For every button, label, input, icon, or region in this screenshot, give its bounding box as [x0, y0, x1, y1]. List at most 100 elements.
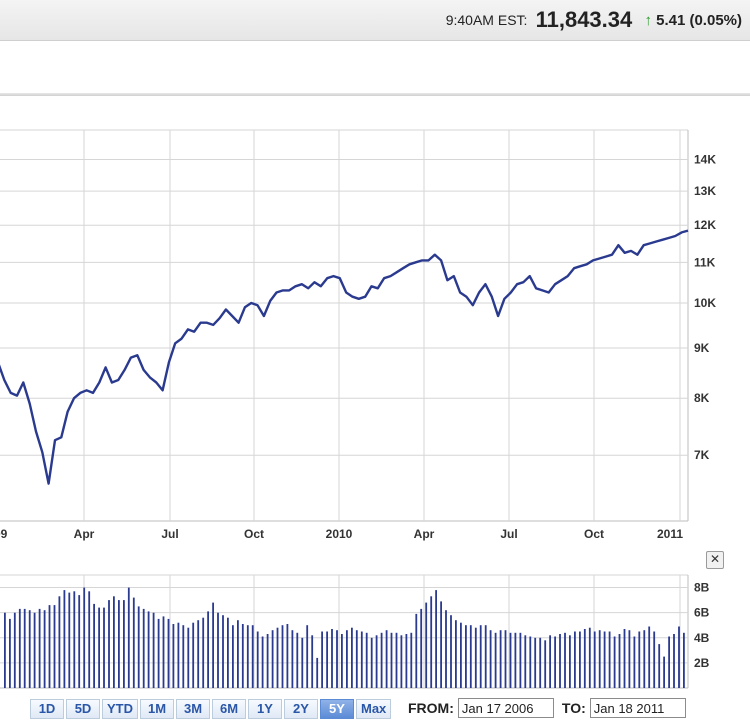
volume-bar	[469, 625, 472, 688]
volume-bar	[246, 625, 249, 688]
volume-bar	[583, 629, 586, 688]
volume-bar	[608, 631, 611, 688]
range-button-3m[interactable]: 3M	[176, 699, 210, 719]
volume-bar	[291, 630, 294, 688]
volume-bar	[351, 627, 353, 688]
range-button-6m[interactable]: 6M	[212, 699, 246, 719]
x-tick-label: Apr	[414, 527, 435, 541]
volume-bar	[633, 636, 636, 688]
volume-bar	[529, 636, 532, 688]
volume-bar	[668, 636, 670, 688]
y-tick-label: 14K	[694, 152, 716, 166]
volume-bar	[425, 602, 428, 688]
volume-bar	[346, 630, 348, 688]
volume-bar	[147, 611, 150, 688]
range-button-1y[interactable]: 1Y	[248, 699, 282, 719]
x-tick-label: Jul	[161, 527, 178, 541]
volume-bar	[375, 635, 378, 688]
volume-bar	[445, 610, 447, 688]
volume-bar	[232, 625, 234, 688]
volume-bar	[28, 610, 31, 688]
volume-bar	[38, 608, 41, 688]
y-tick-label: 8K	[694, 391, 710, 405]
y-tick-label: 9K	[694, 341, 710, 355]
up-arrow-icon: ↑	[644, 12, 652, 29]
volume-tick-label: 6B	[694, 606, 710, 620]
volume-bar	[598, 630, 601, 688]
volume-bar	[355, 630, 358, 688]
from-date-input[interactable]	[457, 698, 554, 718]
range-button-1m[interactable]: 1M	[140, 699, 174, 719]
range-button-5y[interactable]: 5Y	[320, 699, 354, 719]
volume-bar	[33, 612, 36, 688]
range-button-max[interactable]: Max	[356, 699, 392, 719]
volume-bar	[683, 632, 685, 688]
volume-bar	[554, 636, 556, 688]
volume-bar	[514, 632, 517, 688]
volume-bar	[435, 590, 437, 688]
volume-bar	[465, 625, 467, 688]
volume-bar	[93, 603, 95, 688]
volume-bar	[430, 596, 433, 688]
volume-bar	[63, 590, 66, 688]
volume-bar	[484, 625, 487, 688]
volume-bar	[638, 631, 641, 688]
volume-bar	[360, 631, 363, 688]
volume-bar	[559, 634, 561, 688]
volume-bar	[509, 632, 512, 688]
close-volume-button[interactable]: ✕	[706, 551, 724, 569]
range-button-1d[interactable]: 1D	[30, 699, 64, 719]
volume-bar	[519, 632, 522, 688]
volume-bar	[237, 620, 239, 688]
volume-bar	[217, 612, 219, 688]
volume-bar	[4, 612, 6, 688]
volume-bar	[192, 622, 195, 688]
volume-bar	[306, 625, 309, 688]
volume-bar	[271, 630, 274, 688]
range-button-ytd[interactable]: YTD	[102, 699, 138, 719]
volume-bar	[365, 632, 368, 688]
volume-bar	[321, 631, 323, 688]
y-tick-label: 10K	[694, 296, 716, 310]
x-tick-label: 09	[0, 527, 8, 541]
volume-bar	[48, 605, 51, 688]
volume-bar	[9, 618, 11, 688]
range-button-5d[interactable]: 5D	[66, 699, 100, 719]
volume-bar	[83, 587, 86, 688]
volume-bar	[460, 622, 462, 688]
volume-bar	[132, 597, 135, 688]
volume-bar	[504, 630, 507, 688]
volume-bar	[23, 608, 26, 688]
volume-bar	[574, 631, 576, 688]
volume-bar	[479, 625, 482, 688]
volume-bar	[108, 600, 110, 688]
volume-bar	[18, 608, 21, 688]
volume-bar	[603, 631, 606, 688]
to-date-input[interactable]	[589, 698, 686, 718]
volume-bar	[370, 637, 373, 688]
volume-bar	[276, 627, 279, 688]
quote-change: 5.41 (0.05%)	[656, 12, 742, 29]
volume-bar	[68, 592, 71, 688]
y-tick-label: 11K	[694, 255, 716, 269]
chart-frame-top	[0, 93, 750, 96]
volume-bar	[420, 608, 423, 688]
volume-bar	[663, 656, 665, 688]
volume-bar	[385, 630, 388, 688]
volume-bar	[88, 591, 91, 688]
volume-bar	[564, 632, 566, 688]
volume-bar	[197, 620, 200, 688]
volume-bar	[499, 630, 502, 688]
volume-bar	[395, 632, 398, 688]
date-range: FROM: TO:	[408, 698, 694, 718]
volume-bar	[152, 612, 155, 688]
volume-bar	[73, 591, 76, 688]
quote-bar: 9:40AM EST: 11,843.34 ↑ 5.41 (0.05%)	[0, 0, 750, 41]
x-tick-label: Oct	[584, 527, 604, 541]
volume-bar	[623, 629, 626, 688]
range-button-2y[interactable]: 2Y	[284, 699, 318, 719]
volume-bar	[172, 624, 175, 688]
volume-bar	[450, 615, 452, 688]
volume-bar	[167, 618, 170, 688]
